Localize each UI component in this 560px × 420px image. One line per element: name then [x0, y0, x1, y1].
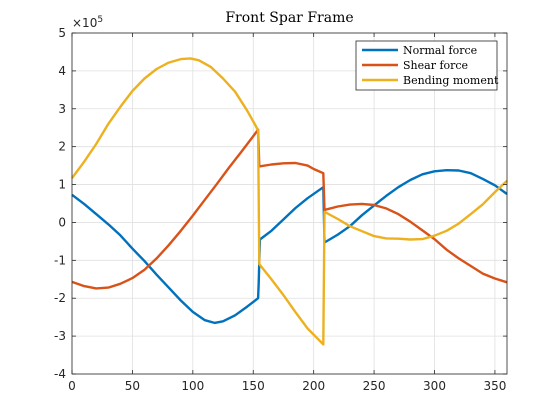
axis-ticks: [71, 32, 507, 375]
y-tick-label: 2: [58, 140, 66, 154]
y-tick-label: -2: [54, 291, 66, 305]
y-axis-exponent: ×105: [72, 15, 103, 30]
series-layer: [71, 57, 508, 346]
y-tick-label: 1: [58, 178, 66, 192]
x-tick-label: 200: [302, 379, 325, 393]
legend: Normal force Shear force Bending moment: [355, 40, 499, 91]
x-tick-label: 350: [483, 379, 506, 393]
y-tick-label: -3: [54, 329, 66, 343]
y-tick-label: 5: [58, 26, 66, 40]
y-tick-label: 4: [58, 64, 66, 78]
y-tick-label: 3: [58, 102, 66, 116]
y-tick-label: 0: [58, 215, 66, 229]
legend-label: Normal force: [403, 44, 477, 57]
plot-frame: [71, 32, 508, 375]
series-line-1: [71, 169, 508, 325]
y-tick-label: -4: [54, 367, 66, 381]
x-tick-label: 150: [242, 379, 265, 393]
x-tick-label: 100: [181, 379, 204, 393]
x-tick-label: 250: [363, 379, 386, 393]
x-tick-label: 300: [423, 379, 446, 393]
series-line-3: [71, 57, 508, 346]
legend-label: Shear force: [403, 59, 468, 72]
x-tick-label: 0: [68, 379, 76, 393]
x-tick-label: 50: [125, 379, 140, 393]
series-line-2: [71, 128, 508, 290]
legend-label: Bending moment: [403, 74, 499, 87]
y-tick-label: -1: [54, 253, 66, 267]
tick-labels: 0 50 100 150 200 250 300 350 -4 -3 -2 -1 0 1 2 3 4 5: [54, 26, 506, 393]
chart-title: Front Spar Frame: [225, 10, 353, 26]
